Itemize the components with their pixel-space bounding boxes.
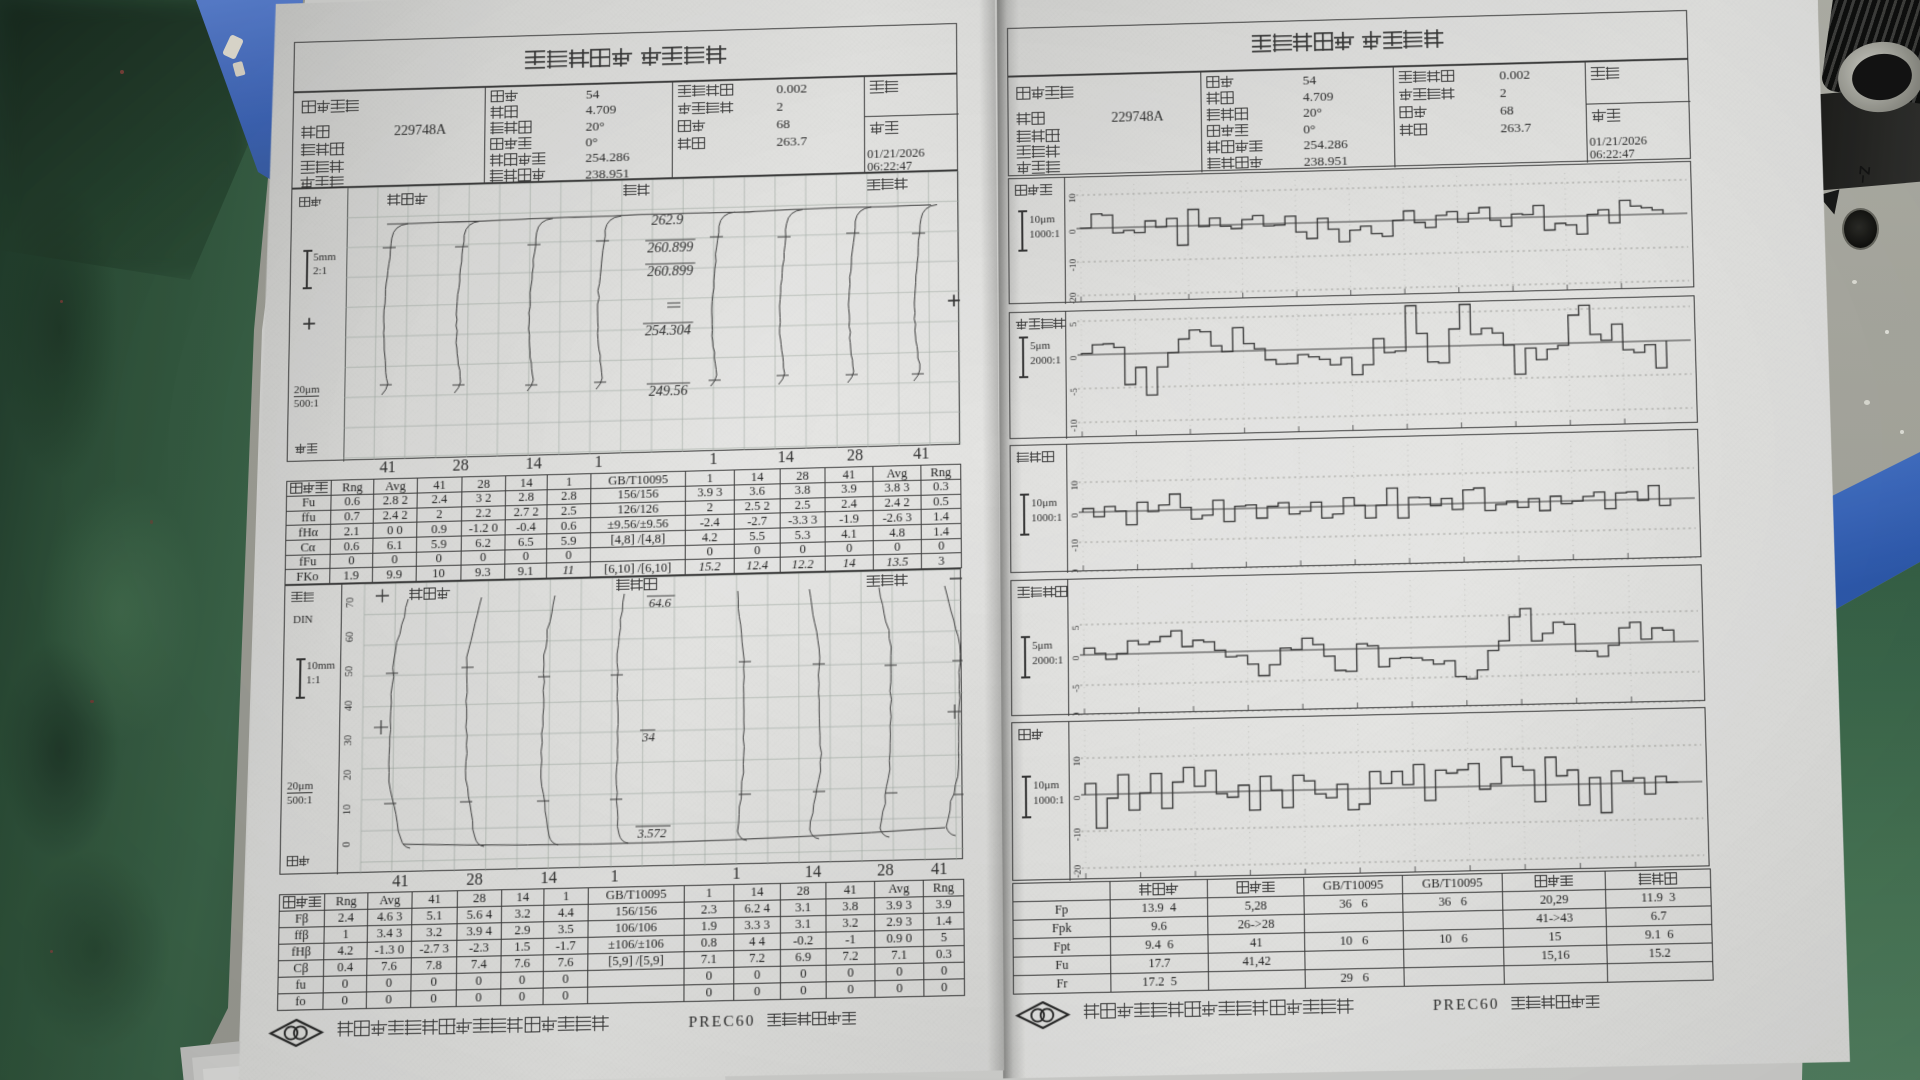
svg-text:-10: -10 [1072,712,1082,716]
svg-text:-10: -10 [1073,828,1084,841]
svg-text:0: 0 [1068,229,1078,234]
svg-text:0: 0 [1072,655,1082,660]
svg-text:30: 30 [343,735,355,746]
svg-text:-10: -10 [1071,539,1081,552]
svg-text:10: 10 [342,804,354,815]
svg-text:60: 60 [344,631,356,642]
svg-text:-20: -20 [1073,864,1084,878]
svg-text:10: 10 [1072,756,1082,766]
svg-text:260.899: 260.899 [647,263,693,279]
svg-text:3.572: 3.572 [636,826,666,841]
svg-text:5: 5 [1071,625,1081,630]
svg-text:249.56: 249.56 [649,383,688,399]
svg-text:-20: -20 [1071,569,1081,573]
svg-text:0: 0 [341,842,353,848]
svg-text:0: 0 [1073,795,1083,800]
svg-text:260.899: 260.899 [647,239,693,255]
svg-text:-5: -5 [1072,684,1082,693]
svg-text:-10: -10 [1069,258,1079,271]
svg-text:-20: -20 [1069,292,1079,304]
svg-text:70: 70 [345,597,357,608]
svg-text:20: 20 [342,769,354,780]
svg-text:10: 10 [1068,193,1078,203]
svg-text:34: 34 [641,730,655,745]
svg-text:-5: -5 [1070,387,1080,395]
svg-text:-10: -10 [1070,419,1080,432]
svg-text:254.304: 254.304 [645,322,691,338]
svg-text:10: 10 [1070,480,1080,490]
svg-text:262.9: 262.9 [651,212,683,228]
svg-text:50: 50 [344,666,356,677]
svg-text:0: 0 [1071,513,1081,518]
svg-text:0: 0 [1069,355,1079,360]
svg-text:40: 40 [343,700,355,711]
svg-text:5: 5 [1069,322,1079,327]
svg-text:64.6: 64.6 [649,595,672,610]
